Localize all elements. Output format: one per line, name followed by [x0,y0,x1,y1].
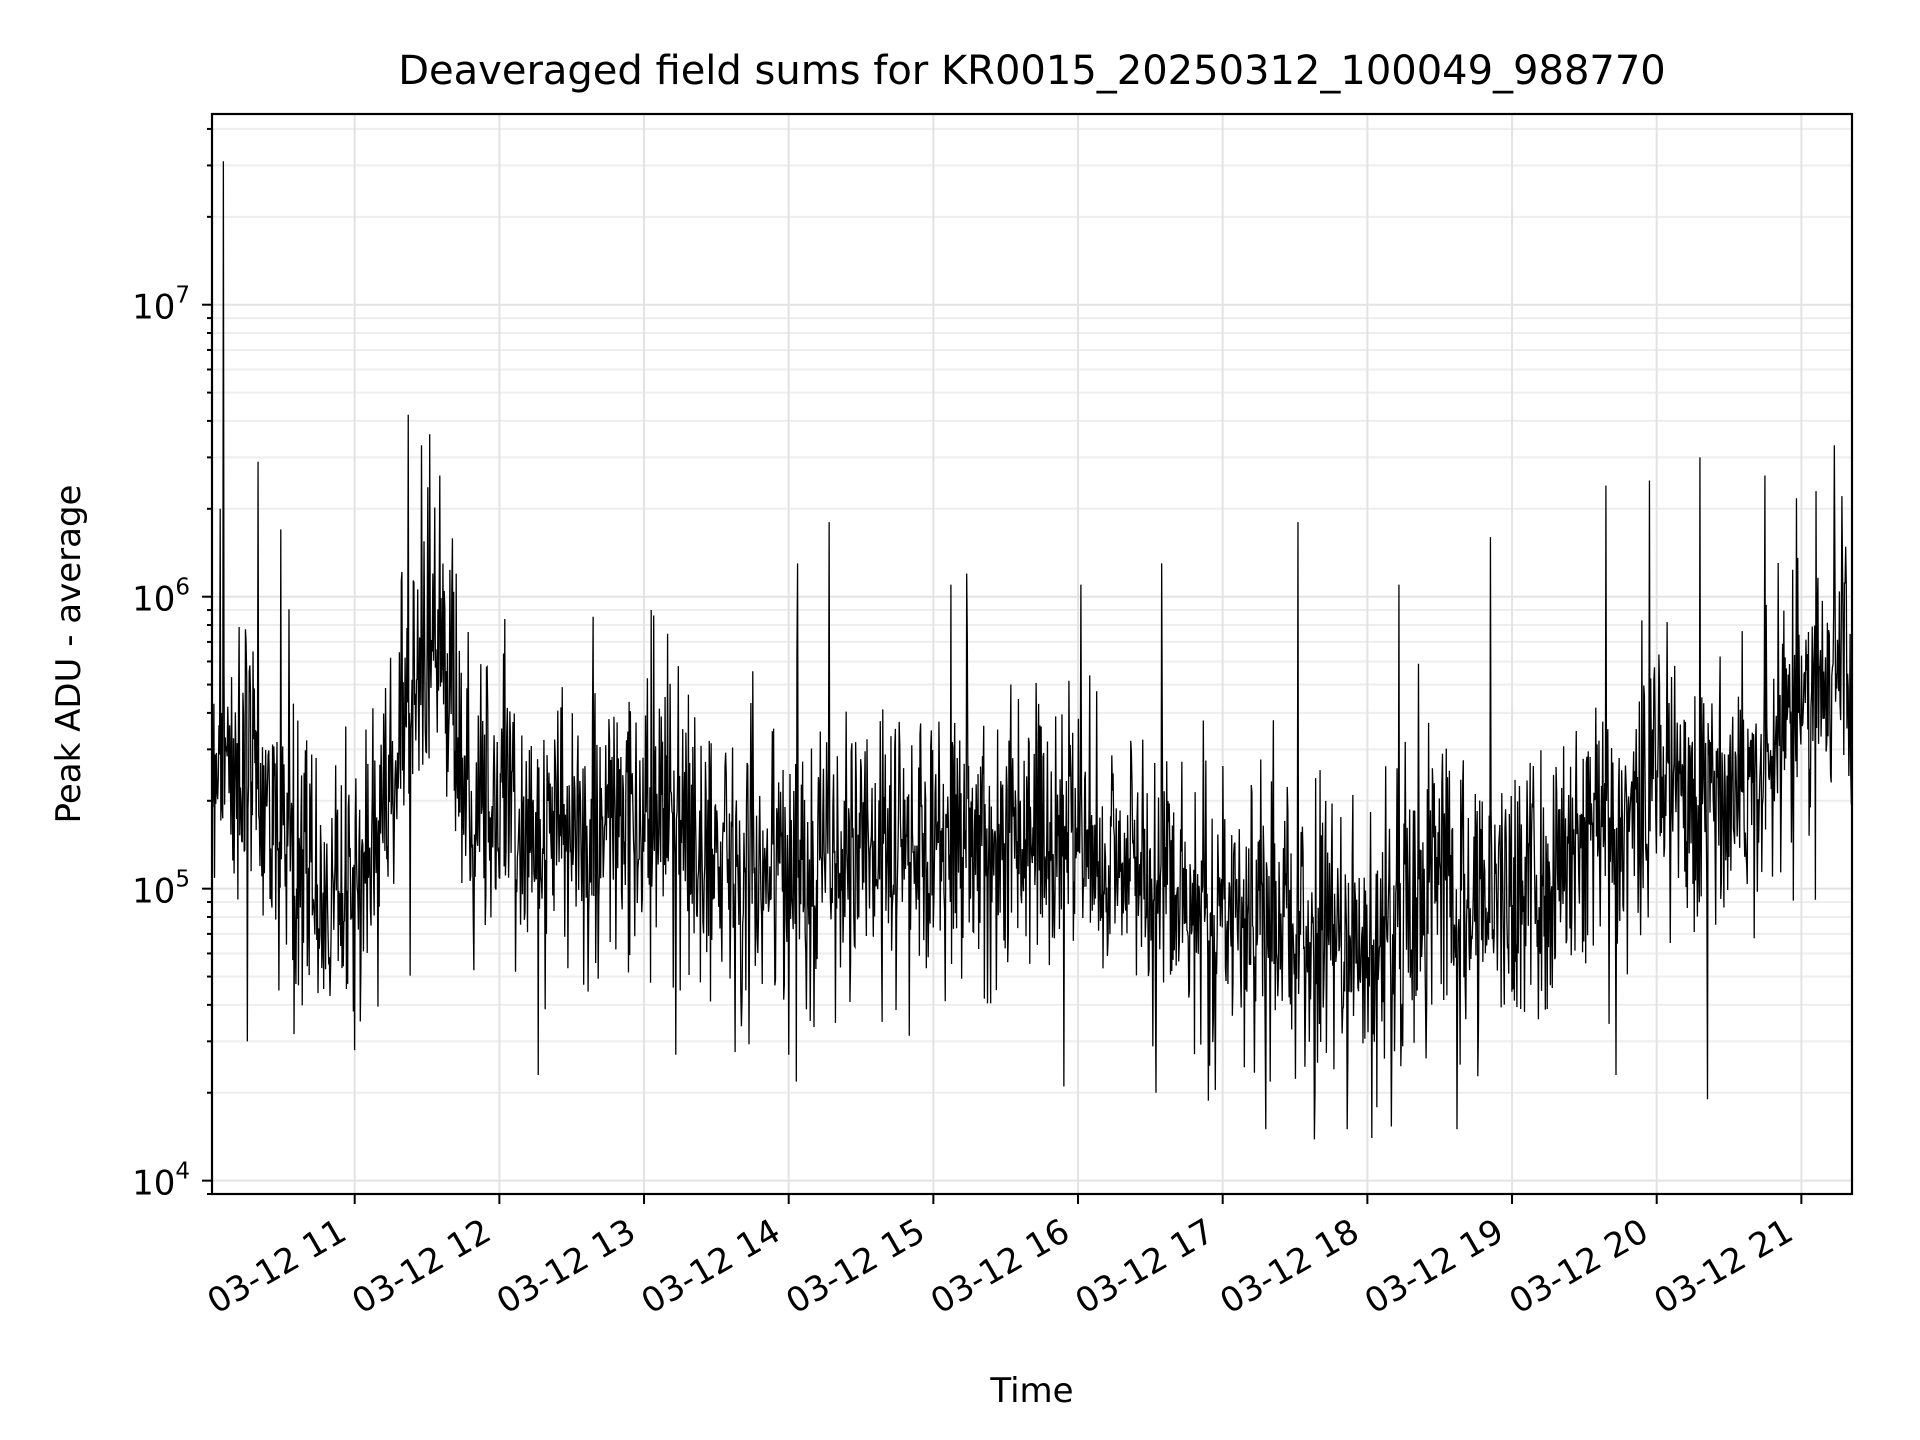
y-tick-label: 104 [132,1159,190,1204]
y-tick-label: 106 [132,575,190,620]
x-axis-label: Time [989,1371,1073,1411]
y-tick-label: 105 [132,867,190,912]
chart-title: Deaveraged field sums for KR0015_2025031… [398,48,1666,94]
series-line [211,161,1853,1140]
y-tick-label: 107 [132,283,190,328]
series-layer [211,161,1853,1140]
plot-frame [210,112,1854,1196]
y-axis-label: Peak ADU - average [49,485,89,824]
